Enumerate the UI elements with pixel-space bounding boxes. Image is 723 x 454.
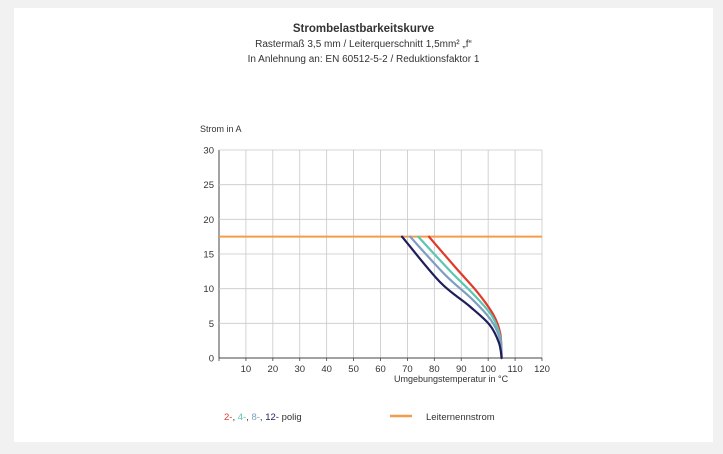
legend: 2-, 4-, 8-, 12- polig Leiternennstrom [224,412,495,423]
chart-subtitle-1: Rastermaß 3,5 mm / Leiterquerschnitt 1,5… [255,39,472,50]
chart-svg: 10 20 30 40 50 60 70 80 90 100 110 120051015202530 … [200,124,550,423]
x-tick-label: 90 [456,364,467,375]
legend-2-pole: 2- [224,412,232,423]
chart-ticks: 10 20 30 40 50 60 70 80 90 100 110 120 0 5 10 15 20 25 30 [203,146,550,376]
legend-polig: polig [282,412,302,423]
y-tick-label: 15 [203,250,214,261]
x-tick-label: 80 [429,364,440,375]
x-tick-label: 70 [402,364,413,375]
x-tick-label: 110 [508,364,523,375]
chart-series [219,235,542,360]
y-tick-label: 0 [209,354,214,365]
chart-grid [218,149,543,359]
legend-poles: 2-, 4-, 8-, 12- polig [224,412,302,423]
legend-4-pole: 4- [238,412,246,423]
legend-8-pole: 8- [251,412,259,423]
y-tick-label: 30 [203,146,214,157]
x-tick-label: 100 [480,364,496,375]
x-tick-label: 40 [321,364,332,375]
chart-card: Strombelastbarkeitskurve Rastermaß 3,5 m… [14,8,713,442]
y-tick-label: 10 [203,284,214,295]
y-tick-label: 25 [203,180,214,191]
chart-header: Strombelastbarkeitskurve Rastermaß 3,5 m… [14,22,713,67]
series-line-p8 [409,235,503,360]
legend-12-pole: 12- [265,412,279,423]
series-line-p2 [427,235,503,360]
y-tick-label: 5 [209,319,214,330]
x-tick-label: 20 [268,364,279,375]
x-tick-label: 30 [294,364,305,375]
chart-title: Strombelastbarkeitskurve [292,23,435,35]
series-line-p12 [400,235,503,360]
x-tick-label: 60 [375,364,386,375]
x-tick-label: 120 [534,364,550,375]
x-tick-label: 10 [241,364,252,375]
x-tick-label: 50 [348,364,359,375]
chart-subtitle-2: In Anlehnung an: EN 60512-5-2 / Reduktio… [247,54,480,65]
y-tick-label: 20 [203,215,214,226]
legend-rated-label: Leiternennstrom [426,412,495,423]
y-axis-label: Strom in A [200,124,242,134]
x-axis-label: Umgebungstemperatur in °C [394,374,509,384]
